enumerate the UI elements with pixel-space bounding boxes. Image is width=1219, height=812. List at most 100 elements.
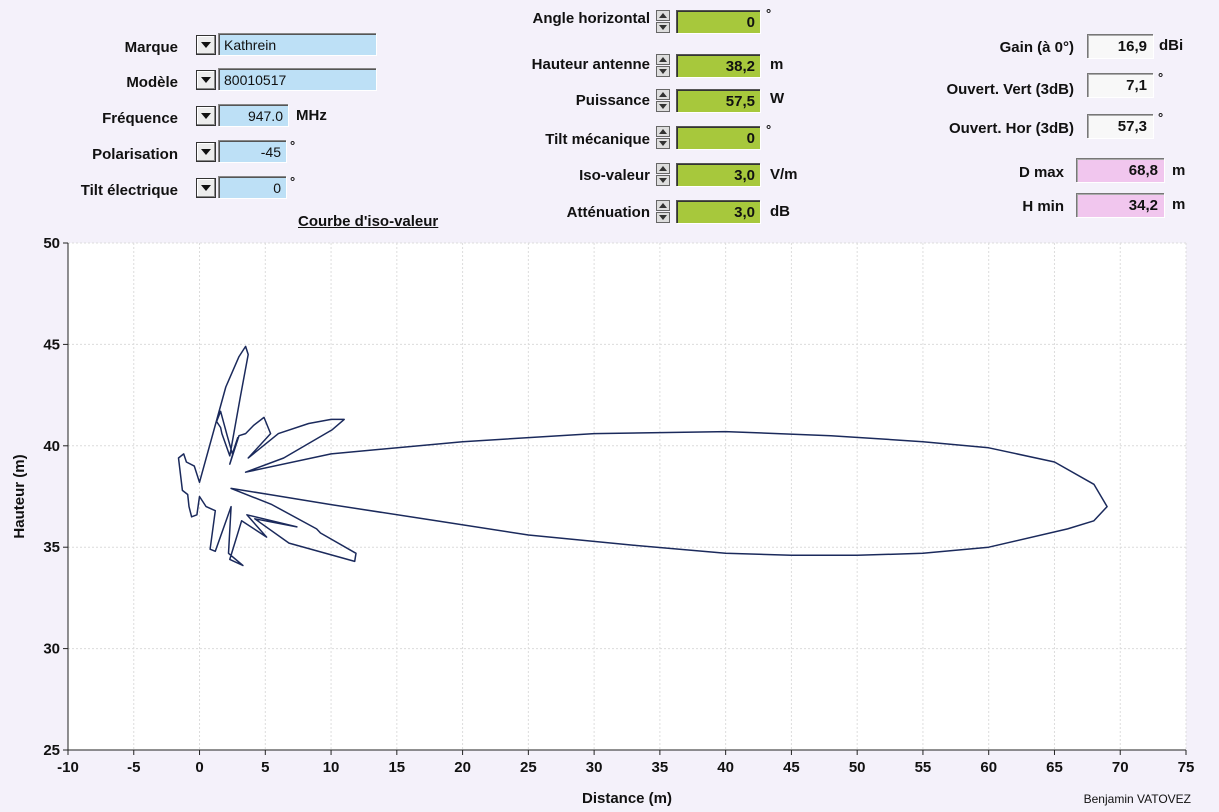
axes: [67, 243, 1186, 751]
x-tick-label: 5: [261, 759, 269, 776]
modele-label: Modèle: [126, 74, 178, 91]
x-tick-label: 10: [323, 759, 340, 776]
tilt-mecanique-unit: °: [766, 122, 772, 137]
x-tick-label: 45: [783, 759, 800, 776]
y-tick-label: 35: [43, 539, 60, 556]
x-tick-label: 40: [717, 759, 734, 776]
y-tick-label: 25: [43, 742, 60, 759]
attenuation-label: Atténuation: [566, 204, 650, 221]
ouvert-vert-value: 7,1: [1087, 73, 1153, 97]
x-tick-label: -10: [57, 759, 79, 776]
spin-down-icon[interactable]: [656, 101, 670, 112]
ouvert-vert-unit: °: [1158, 70, 1164, 85]
x-tick-label: 35: [652, 759, 669, 776]
x-tick-label: 55: [915, 759, 932, 776]
puissance-spinner[interactable]: [656, 89, 670, 113]
spin-down-icon[interactable]: [656, 22, 670, 33]
hauteur-antenne-spinner[interactable]: [656, 54, 670, 78]
y-tick-label: 40: [43, 438, 60, 455]
x-tick-label: 50: [849, 759, 866, 776]
spin-up-icon[interactable]: [656, 126, 670, 137]
marque-field[interactable]: Kathrein: [218, 33, 376, 55]
iso-valeur-spinner[interactable]: [656, 163, 670, 187]
h-min-value: 34,2: [1076, 193, 1164, 217]
polarisation-dropdown-button[interactable]: [196, 142, 216, 162]
angle-horizontal-spinner[interactable]: [656, 10, 670, 34]
modele-dropdown-button[interactable]: [196, 70, 216, 90]
spin-up-icon[interactable]: [656, 89, 670, 100]
spin-up-icon[interactable]: [656, 54, 670, 65]
spin-down-icon[interactable]: [656, 212, 670, 223]
polarisation-field[interactable]: -45: [218, 140, 286, 162]
y-tick-label: 45: [43, 336, 60, 353]
marque-dropdown-button[interactable]: [196, 35, 216, 55]
angle-horizontal-unit: °: [766, 6, 772, 21]
y-axis-label: Hauteur (m): [11, 454, 28, 538]
x-tick-label: 70: [1112, 759, 1129, 776]
d-max-label: D max: [1018, 164, 1064, 181]
tilt-electrique-dropdown-button[interactable]: [196, 178, 216, 198]
spin-down-icon[interactable]: [656, 66, 670, 77]
author-credit: Benjamin VATOVEZ: [1083, 792, 1191, 806]
ouvert-vert-label: Ouvert. Vert (3dB): [946, 81, 1074, 98]
tilt-mecanique-field[interactable]: 0: [676, 126, 760, 149]
iso-valeur-unit: V/m: [770, 166, 798, 183]
marque-label: Marque: [124, 39, 178, 56]
ouvert-hor-value: 57,3: [1087, 114, 1153, 138]
tilt-mecanique-spinner[interactable]: [656, 126, 670, 150]
polarisation-label: Polarisation: [92, 146, 178, 163]
ticks: -10 -5 0 5 10 15 20 25 30 35 40 45 50 55 60 65 70 75 25 30 3…: [43, 235, 1194, 776]
x-tick-label: 20: [454, 759, 471, 776]
spin-up-icon[interactable]: [656, 163, 670, 174]
attenuation-unit: dB: [770, 203, 790, 220]
x-tick-label: 0: [195, 759, 203, 776]
y-tick-label: 30: [43, 641, 60, 658]
gain-label: Gain (à 0°): [999, 39, 1074, 56]
spin-down-icon[interactable]: [656, 138, 670, 149]
x-tick-label: 65: [1046, 759, 1063, 776]
angle-horizontal-field[interactable]: 0: [676, 10, 760, 33]
iso-value-curve: [177, 345, 1108, 567]
curve-title: Courbe d'iso-valeur: [298, 213, 439, 230]
d-max-value: 68,8: [1076, 158, 1164, 182]
x-axis-label: Distance (m): [582, 790, 672, 807]
iso-valeur-field[interactable]: 3,0: [676, 163, 760, 186]
attenuation-field[interactable]: 3,0: [676, 200, 760, 223]
puissance-field[interactable]: 57,5: [676, 89, 760, 112]
puissance-label: Puissance: [575, 92, 650, 109]
angle-horizontal-label: Angle horizontal: [532, 10, 651, 27]
tilt-electrique-unit: °: [290, 174, 296, 189]
x-tick-label: 75: [1178, 759, 1195, 776]
h-min-label: H min: [1022, 198, 1064, 215]
x-tick-label: -5: [127, 759, 140, 776]
attenuation-spinner[interactable]: [656, 200, 670, 224]
polarisation-unit: °: [290, 138, 296, 153]
iso-valeur-label: Iso-valeur: [579, 167, 650, 184]
x-tick-label: 30: [586, 759, 603, 776]
x-tick-label: 15: [388, 759, 405, 776]
gain-value: 16,9: [1087, 34, 1153, 58]
tilt-electrique-label: Tilt électrique: [80, 182, 178, 199]
modele-field[interactable]: 80010517: [218, 68, 376, 90]
y-tick-label: 50: [43, 235, 60, 252]
tilt-mecanique-label: Tilt mécanique: [545, 131, 650, 148]
hauteur-antenne-field[interactable]: 38,2: [676, 54, 760, 77]
frequence-unit: MHz: [296, 107, 327, 124]
frequence-label: Fréquence: [102, 110, 178, 127]
spin-up-icon[interactable]: [656, 200, 670, 211]
spin-up-icon[interactable]: [656, 10, 670, 21]
puissance-unit: W: [770, 90, 785, 107]
tilt-electrique-field[interactable]: 0: [218, 176, 286, 198]
frequence-field[interactable]: 947.0: [218, 104, 288, 126]
plot-area: [68, 243, 1186, 750]
ouvert-hor-unit: °: [1158, 110, 1164, 125]
d-max-unit: m: [1172, 162, 1186, 179]
x-tick-label: 60: [980, 759, 997, 776]
frequence-dropdown-button[interactable]: [196, 106, 216, 126]
hauteur-antenne-label: Hauteur antenne: [531, 56, 650, 73]
gain-unit: dBi: [1159, 37, 1184, 54]
h-min-unit: m: [1172, 196, 1186, 213]
spin-down-icon[interactable]: [656, 175, 670, 186]
hauteur-antenne-unit: m: [770, 56, 784, 73]
